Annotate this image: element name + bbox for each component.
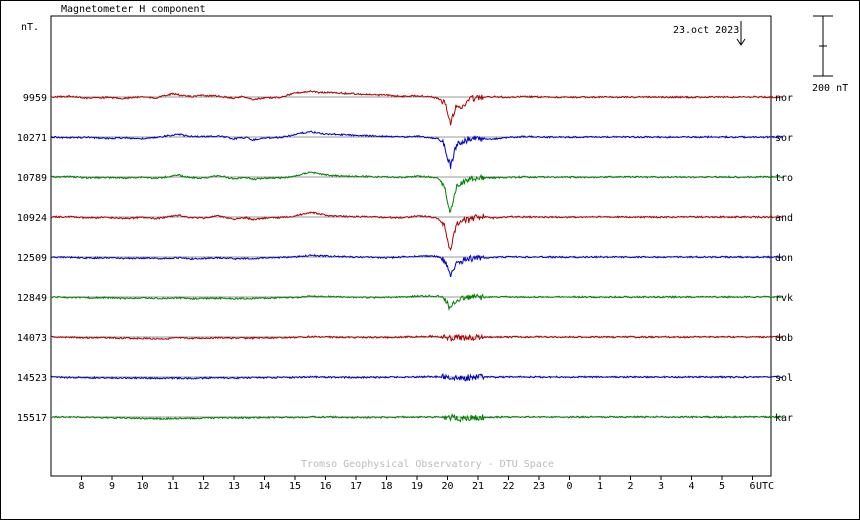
x-tick-label: 3 [658,481,664,492]
station-label-tro: tro [775,173,793,184]
x-tick-label: 17 [350,481,362,492]
x-tick-label: 22 [502,481,514,492]
station-label-nor: nor [775,93,793,104]
baseline-value-sor: 10271 [17,133,47,144]
x-unit-label: UTC [756,481,774,492]
baseline-value-and: 10924 [17,213,47,224]
x-tick-label: 6 [749,481,755,492]
x-tick-label: 8 [78,481,84,492]
baseline-value-dob: 14073 [17,333,47,344]
series-line-don [50,253,784,278]
x-tick-label: 13 [228,481,240,492]
x-tick-label: 23 [533,481,545,492]
series-line-tro [50,171,784,214]
x-tick-label: 16 [319,481,331,492]
baseline-value-nor: 9959 [23,93,47,104]
series-line-rvk [50,292,784,312]
series-line-sol [50,372,784,382]
x-tick-label: 18 [380,481,392,492]
watermark: Tromso Geophysical Observatory - DTU Spa… [301,459,554,470]
station-label-rvk: rvk [775,293,793,304]
station-label-don: don [775,253,793,264]
station-label-sor: sor [775,133,793,144]
baseline-value-kar: 15517 [17,413,47,424]
series-layer [50,89,784,423]
x-tick-label: 9 [109,481,115,492]
x-tick-label: 11 [167,481,179,492]
series-line-dob [50,333,784,342]
x-tick-label: 1 [597,481,603,492]
station-label-dob: dob [775,333,793,344]
x-tick-label: 20 [441,481,453,492]
date-label: 23.oct 2023 [673,25,739,36]
x-tick-label: 19 [411,481,423,492]
chart-title: Magnetometer H component [61,4,206,15]
x-axis: 8 9 10 11 12 13 14 15 16 17 18 19 20 21 22 23 0 1 2 3 4 5 6 [78,476,756,492]
station-label-kar: kar [775,413,793,424]
date-arrow-icon [736,38,746,46]
x-tick-label: 12 [197,481,209,492]
plot-area [50,15,772,477]
x-tick-label: 14 [258,481,270,492]
baseline-value-rvk: 12849 [17,293,47,304]
baseline-value-don: 12509 [17,253,47,264]
x-tick-label: 21 [472,481,484,492]
x-tick-label: 2 [627,481,633,492]
x-tick-label: 5 [719,481,725,492]
series-line-kar [50,413,783,423]
series-line-and [50,211,784,252]
x-tick-label: 0 [566,481,572,492]
series-line-nor [50,89,784,126]
station-label-sol: sol [775,373,793,384]
x-tick-label: 15 [289,481,301,492]
station-label-and: and [775,213,793,224]
baseline-value-sol: 14523 [17,373,47,384]
scale-bar: 200 nT [812,15,848,94]
labels-layer: 9959 nor 10271 sor 10789 tro 10924 and 12509 don 1… [17,93,793,424]
x-tick-label: 10 [136,481,148,492]
x-tick-label: 4 [688,481,694,492]
baseline-value-tro: 10789 [17,173,47,184]
series-line-sor [50,130,784,169]
scale-bar-label: 200 nT [812,83,848,94]
unit-label: nT. [21,22,39,33]
